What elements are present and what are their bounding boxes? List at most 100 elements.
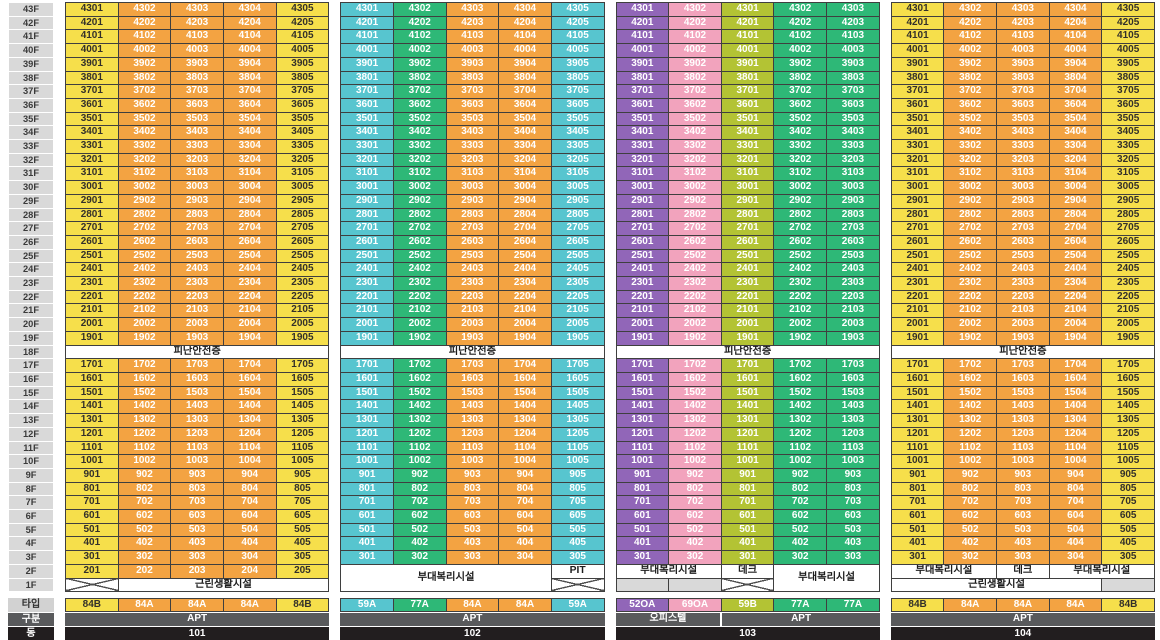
unit-cell[interactable]: 3104 [1048, 166, 1103, 182]
unit-cell[interactable]: 501 [340, 522, 394, 538]
unit-cell[interactable]: 3701 [615, 84, 670, 99]
unit-cell[interactable]: 1601 [65, 371, 119, 387]
unit-cell[interactable]: 3903 [170, 56, 224, 72]
unit-cell[interactable]: 1403 [826, 399, 880, 415]
unit-cell[interactable]: 504 [498, 522, 552, 538]
unit-cell[interactable]: 701 [340, 495, 394, 511]
unit-cell[interactable]: 403 [826, 536, 880, 552]
unit-cell[interactable]: 1204 [1048, 426, 1103, 442]
unit-cell[interactable]: 2605 [550, 234, 605, 250]
unit-cell[interactable]: 1603 [445, 371, 500, 387]
unit-cell[interactable]: 503 [826, 522, 880, 538]
unit-cell[interactable]: 3702 [117, 84, 172, 99]
unit-cell[interactable]: 901 [65, 467, 119, 483]
unit-cell[interactable]: 4202 [392, 15, 447, 31]
unit-cell[interactable]: 2801 [65, 207, 119, 223]
unit-cell[interactable]: 3901 [720, 56, 775, 72]
unit-cell[interactable]: 3103 [170, 166, 224, 182]
unit-cell[interactable]: 504 [222, 522, 277, 538]
unit-cell[interactable]: 2203 [826, 289, 880, 305]
unit-cell[interactable]: 1702 [392, 358, 447, 373]
unit-cell[interactable]: 4201 [890, 15, 945, 31]
unit-cell[interactable]: 3002 [773, 180, 828, 195]
unit-cell[interactable]: 502 [117, 522, 172, 538]
unit-cell[interactable]: 2305 [275, 276, 330, 291]
unit-cell[interactable]: 1101 [65, 440, 119, 456]
unit-cell[interactable]: 3001 [65, 180, 119, 195]
unit-cell[interactable]: 604 [498, 509, 552, 524]
unit-cell[interactable]: 2502 [668, 248, 722, 264]
unit-cell[interactable]: 702 [392, 495, 447, 511]
unit-cell[interactable]: 2905 [1101, 193, 1155, 209]
unit-cell[interactable]: 1903 [445, 330, 500, 346]
unit-cell[interactable]: 2703 [826, 221, 880, 236]
unit-cell[interactable]: 3401 [65, 125, 119, 141]
unit-cell[interactable]: 1104 [498, 440, 552, 456]
unit-cell[interactable]: 1102 [392, 440, 447, 456]
unit-cell[interactable]: 2502 [117, 248, 172, 264]
unit-cell[interactable]: 1403 [170, 399, 224, 415]
unit-cell[interactable]: 1001 [615, 454, 670, 469]
unit-cell[interactable]: 3601 [615, 97, 670, 113]
unit-cell[interactable]: 1002 [117, 454, 172, 469]
unit-cell[interactable]: 605 [275, 509, 330, 524]
unit-cell[interactable]: 803 [826, 481, 880, 497]
unit-cell[interactable]: 704 [1048, 495, 1103, 511]
unit-cell[interactable]: 2202 [773, 289, 828, 305]
unit-cell[interactable]: 2003 [445, 317, 500, 332]
unit-cell[interactable]: 1305 [275, 413, 330, 428]
unit-cell[interactable]: 1302 [773, 413, 828, 428]
unit-cell[interactable]: 705 [275, 495, 330, 511]
unit-cell[interactable]: 3701 [720, 84, 775, 99]
unit-cell[interactable]: 3904 [498, 56, 552, 72]
unit-cell[interactable]: 2802 [773, 207, 828, 223]
unit-cell[interactable]: 4303 [445, 2, 500, 17]
unit-cell[interactable]: 2705 [550, 221, 605, 236]
unit-cell[interactable]: 703 [826, 495, 880, 511]
unit-cell[interactable]: 3101 [65, 166, 119, 182]
unit-cell[interactable]: 2701 [340, 221, 394, 236]
unit-cell[interactable]: 2905 [550, 193, 605, 209]
unit-cell[interactable]: 1304 [498, 413, 552, 428]
unit-cell[interactable]: 4305 [1101, 2, 1155, 17]
unit-cell[interactable]: 3501 [340, 111, 394, 127]
unit-cell[interactable]: 3902 [943, 56, 998, 72]
unit-cell[interactable]: 4002 [117, 43, 172, 58]
unit-cell[interactable]: 2104 [1048, 303, 1103, 319]
unit-cell[interactable]: 3602 [668, 97, 722, 113]
unit-cell[interactable]: 1105 [275, 440, 330, 456]
unit-cell[interactable]: 4101 [890, 29, 945, 45]
unit-cell[interactable]: 3903 [445, 56, 500, 72]
unit-cell[interactable]: 1102 [668, 440, 722, 456]
unit-cell[interactable]: 905 [1101, 467, 1155, 483]
unit-cell[interactable]: 1203 [445, 426, 500, 442]
unit-cell[interactable]: 4304 [222, 2, 277, 17]
unit-cell[interactable]: 501 [720, 522, 775, 538]
unit-cell[interactable]: 902 [943, 467, 998, 483]
unit-cell[interactable]: 3704 [222, 84, 277, 99]
unit-cell[interactable]: 2705 [275, 221, 330, 236]
unit-cell[interactable]: 1003 [996, 454, 1050, 469]
unit-cell[interactable]: 603 [445, 509, 500, 524]
unit-cell[interactable]: 3903 [826, 56, 880, 72]
unit-cell[interactable]: 1202 [117, 426, 172, 442]
unit-cell[interactable]: 302 [668, 550, 722, 565]
unit-cell[interactable]: 303 [826, 550, 880, 565]
unit-cell[interactable]: 3803 [445, 70, 500, 86]
unit-cell[interactable]: 3002 [943, 180, 998, 195]
unit-cell[interactable]: 3005 [550, 180, 605, 195]
unit-cell[interactable]: 3201 [720, 152, 775, 168]
unit-cell[interactable]: 2501 [65, 248, 119, 264]
unit-cell[interactable]: 2901 [615, 193, 670, 209]
unit-cell[interactable]: 3701 [340, 84, 394, 99]
unit-cell[interactable]: 1305 [1101, 413, 1155, 428]
unit-cell[interactable]: 4003 [826, 43, 880, 58]
unit-cell[interactable]: 2304 [222, 276, 277, 291]
unit-cell[interactable]: 1901 [65, 330, 119, 346]
unit-cell[interactable]: 3204 [1048, 152, 1103, 168]
unit-cell[interactable]: 1202 [943, 426, 998, 442]
unit-cell[interactable]: 3202 [943, 152, 998, 168]
unit-cell[interactable]: 501 [65, 522, 119, 538]
unit-cell[interactable]: 1703 [826, 358, 880, 373]
unit-cell[interactable]: 1003 [445, 454, 500, 469]
